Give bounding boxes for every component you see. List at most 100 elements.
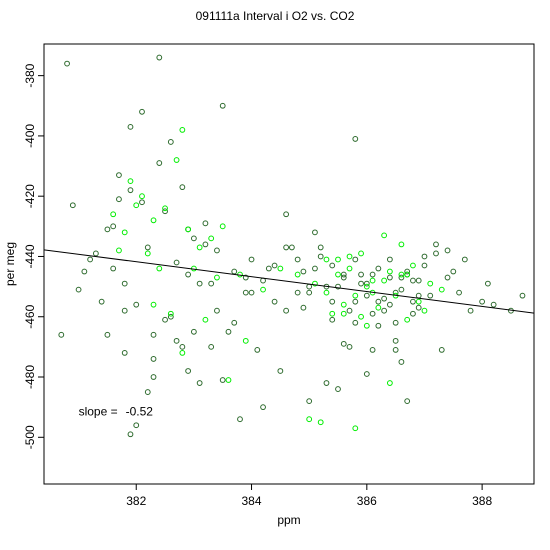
data-point: [398, 274, 405, 281]
data-point: [484, 280, 491, 287]
data-point: [392, 319, 399, 326]
data-point-bright: [317, 419, 324, 426]
y-axis-label: per meg: [3, 242, 17, 286]
data-point: [369, 346, 376, 353]
slope-value: -0.52: [126, 405, 154, 419]
data-point: [386, 301, 393, 308]
data-point: [479, 298, 486, 305]
data-point: [121, 280, 128, 287]
x-tick-label: 388: [472, 494, 492, 508]
data-point-bright: [162, 205, 168, 212]
data-point: [410, 310, 416, 317]
data-point: [340, 340, 347, 347]
data-point: [265, 265, 272, 272]
data-point: [110, 223, 117, 230]
data-point: [381, 307, 388, 314]
data-point: [386, 274, 393, 281]
data-point: [260, 404, 266, 411]
data-point: [427, 292, 434, 299]
data-point: [438, 346, 445, 353]
data-point: [144, 244, 151, 251]
x-tick-label: 384: [242, 494, 262, 508]
data-point: [150, 356, 157, 362]
data-point-bright: [335, 271, 341, 278]
data-point-bright: [144, 250, 151, 257]
data-point: [346, 343, 353, 350]
data-point: [231, 319, 238, 326]
data-point: [410, 277, 416, 284]
data-point: [375, 265, 382, 272]
data-point-bright: [438, 286, 445, 293]
data-point: [335, 283, 341, 290]
data-point-bright: [196, 244, 203, 251]
data-point: [375, 322, 382, 329]
x-axis: 382 384 386 388: [126, 484, 492, 508]
data-point: [179, 184, 186, 191]
data-point: [254, 346, 261, 353]
data-point: [444, 274, 451, 281]
data-point-bright: [260, 286, 266, 293]
data-point-bright: [352, 425, 359, 432]
data-point-bright: [358, 250, 364, 257]
data-point: [121, 350, 128, 356]
data-point-bright: [329, 310, 336, 317]
data-point-bright: [277, 265, 284, 272]
slope-annotation: slope = -0.52: [79, 405, 154, 419]
x-axis-label: ppm: [277, 513, 300, 527]
y-axis: -380 -400 -420 -440 -460 -480 -500: [23, 63, 44, 449]
data-point: [190, 235, 197, 242]
data-point: [358, 271, 364, 278]
data-point: [225, 328, 232, 335]
data-point: [127, 431, 134, 438]
data-point: [196, 280, 203, 287]
data-point: [69, 202, 76, 209]
y-tick-label: -500: [23, 425, 37, 449]
data-point: [381, 295, 388, 302]
data-point: [144, 389, 151, 395]
data-point: [375, 298, 382, 305]
data-point: [208, 280, 215, 287]
data-point-bright: [386, 380, 393, 386]
data-point: [300, 304, 307, 311]
data-point: [363, 280, 370, 287]
data-point: [433, 241, 439, 248]
data-point-bright: [404, 271, 411, 278]
data-point-bright: [340, 310, 347, 317]
data-point: [116, 196, 122, 203]
data-point-bright: [346, 253, 353, 260]
data-point: [271, 262, 278, 269]
data-point-bright: [335, 256, 341, 263]
data-point: [369, 310, 376, 317]
data-point: [450, 268, 457, 275]
data-point: [162, 316, 168, 323]
slope-label: slope =: [79, 405, 118, 419]
data-point: [386, 256, 393, 263]
data-point: [456, 289, 462, 296]
data-point: [283, 307, 290, 314]
data-point: [288, 244, 295, 251]
x-tick-label: 386: [357, 494, 377, 508]
data-point: [75, 286, 82, 293]
data-point-bright: [116, 247, 122, 254]
data-point: [404, 398, 411, 405]
data-point-bright: [398, 271, 405, 278]
data-point: [352, 319, 359, 326]
data-point: [81, 268, 88, 275]
data-point: [415, 292, 422, 299]
data-point: [219, 377, 226, 383]
data-point-bright: [427, 280, 434, 287]
data-point-bright: [381, 277, 388, 284]
data-point: [352, 298, 359, 305]
data-point: [369, 271, 376, 278]
data-point: [87, 256, 94, 263]
data-point-bright: [139, 193, 145, 200]
data-point: [404, 268, 411, 275]
data-point: [150, 331, 157, 338]
data-point: [392, 346, 399, 353]
data-point: [358, 280, 364, 287]
data-point: [127, 187, 134, 194]
data-point: [98, 298, 105, 305]
data-point-bright: [415, 298, 422, 305]
data-point: [340, 274, 347, 281]
